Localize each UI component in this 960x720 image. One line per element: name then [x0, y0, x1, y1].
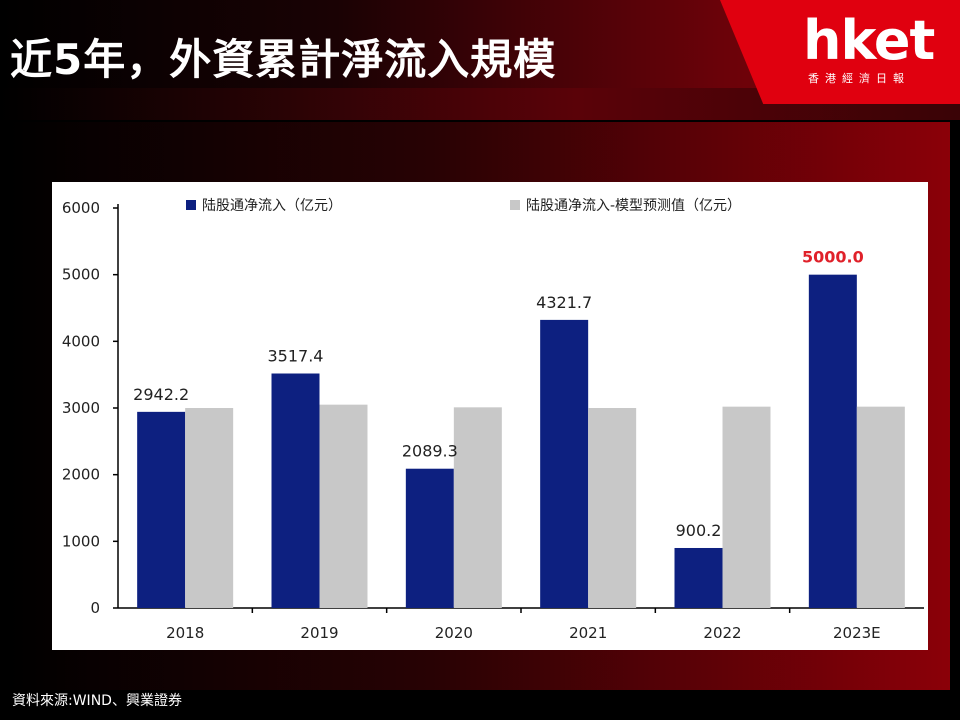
- bar-model: [856, 406, 905, 608]
- bar-actual: [271, 373, 320, 608]
- y-tick-label: 3000: [62, 399, 100, 417]
- data-label: 4321.7: [536, 293, 592, 312]
- data-label: 2089.3: [402, 442, 458, 461]
- bar-model: [319, 404, 368, 608]
- x-tick-label: 2021: [569, 624, 607, 642]
- chart-container: 0 1000 2000 3000 4000 5000 6000 2942.2 2018 3517.…: [52, 182, 928, 650]
- y-tick-label: 0: [90, 599, 100, 617]
- hket-logo: hket: [803, 9, 935, 72]
- x-tick-label: 2023E: [833, 624, 881, 642]
- bar-actual: [405, 468, 454, 608]
- bar-actual: [137, 411, 186, 608]
- y-tick-label: 5000: [62, 266, 100, 284]
- x-tick-label: 2019: [300, 624, 338, 642]
- x-tick-label: 2018: [166, 624, 204, 642]
- data-label: 3517.4: [268, 347, 324, 366]
- data-label: 5000.0: [802, 248, 864, 267]
- x-tick-label: 2020: [435, 624, 473, 642]
- legend-swatch-actual: [186, 200, 196, 210]
- bar-chart: 0 1000 2000 3000 4000 5000 6000 2942.2 2018 3517.…: [62, 198, 924, 642]
- data-label: 2942.2: [133, 385, 189, 404]
- legend-label-actual: 陆股通净流入（亿元）: [202, 198, 342, 214]
- bar-model: [453, 407, 502, 608]
- source-note: 資料來源:WIND、興業證券: [12, 693, 182, 709]
- logo-subtitle: 香港經濟日報: [808, 72, 910, 85]
- legend-swatch-model: [510, 200, 520, 210]
- legend-label-model: 陆股通净流入-模型预测值（亿元）: [526, 198, 741, 214]
- header-bar: 近5年，外資累計淨流入規模 hket 香港經濟日報: [0, 0, 960, 120]
- bar-model: [588, 408, 637, 608]
- y-tick-label: 4000: [62, 332, 100, 350]
- page-title: 近5年，外資累計淨流入規模: [10, 35, 557, 84]
- y-tick-label: 6000: [62, 199, 100, 217]
- y-tick-label: 2000: [62, 466, 100, 484]
- bar-actual: [540, 319, 589, 608]
- bar-actual: [674, 547, 723, 608]
- bar-model: [185, 408, 234, 608]
- x-tick-label: 2022: [703, 624, 741, 642]
- data-label: 900.2: [676, 521, 722, 540]
- logo-background: [720, 0, 960, 104]
- bar-actual: [808, 274, 857, 608]
- bar-model: [722, 406, 771, 608]
- y-tick-label: 1000: [62, 532, 100, 550]
